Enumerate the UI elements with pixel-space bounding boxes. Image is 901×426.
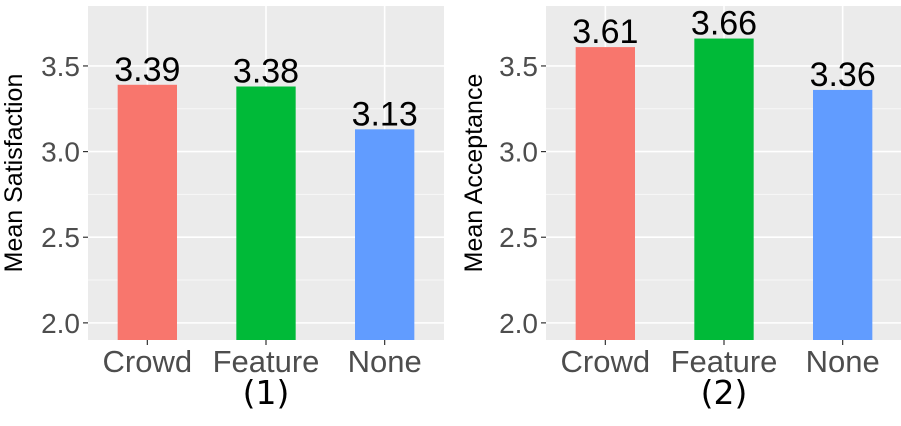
y-tick-label: 3.0 <box>499 137 538 168</box>
bar-feature <box>236 86 296 340</box>
bar-none <box>355 129 415 340</box>
bar-crowd <box>575 47 635 340</box>
bar-feature <box>694 38 754 341</box>
y-tick-label: 3.5 <box>41 51 80 82</box>
chart-panel-1: 3.39 3.38 3.13 2.0 2.5 3.0 3.5 Crowd Feature None… <box>0 6 444 412</box>
y-axis-title: Mean Acceptance <box>460 74 488 273</box>
panel-label: (1) <box>243 373 290 412</box>
panel-label: (2) <box>701 373 748 412</box>
y-tick-label: 3.0 <box>41 137 80 168</box>
data-label-none: 3.36 <box>810 56 876 94</box>
y-tick-label: 3.5 <box>499 51 538 82</box>
y-tick-label: 2.0 <box>499 308 538 339</box>
y-tick-label: 2.5 <box>41 222 80 253</box>
y-tick-label: 2.5 <box>499 222 538 253</box>
y-tick-label: 2.0 <box>41 308 80 339</box>
x-tick-label: Crowd <box>103 344 193 379</box>
data-label-crowd: 3.61 <box>572 13 638 51</box>
data-label-none: 3.13 <box>352 95 418 133</box>
y-axis-title: Mean Satisfaction <box>0 74 28 273</box>
data-label-crowd: 3.39 <box>114 51 180 89</box>
x-tick-label: Feature <box>671 344 778 379</box>
data-label-feature: 3.66 <box>691 5 757 43</box>
x-tick-label: Feature <box>213 344 320 379</box>
x-tick-label: Crowd <box>561 344 651 379</box>
chart-panel-2: 3.61 3.66 3.36 2.0 2.5 3.0 3.5 Crowd Feature None… <box>460 5 901 412</box>
x-tick-label: None <box>348 344 422 379</box>
x-tick-label: None <box>806 344 880 379</box>
bar-crowd <box>117 84 177 341</box>
bar-none <box>813 89 873 340</box>
data-label-feature: 3.38 <box>233 53 299 91</box>
